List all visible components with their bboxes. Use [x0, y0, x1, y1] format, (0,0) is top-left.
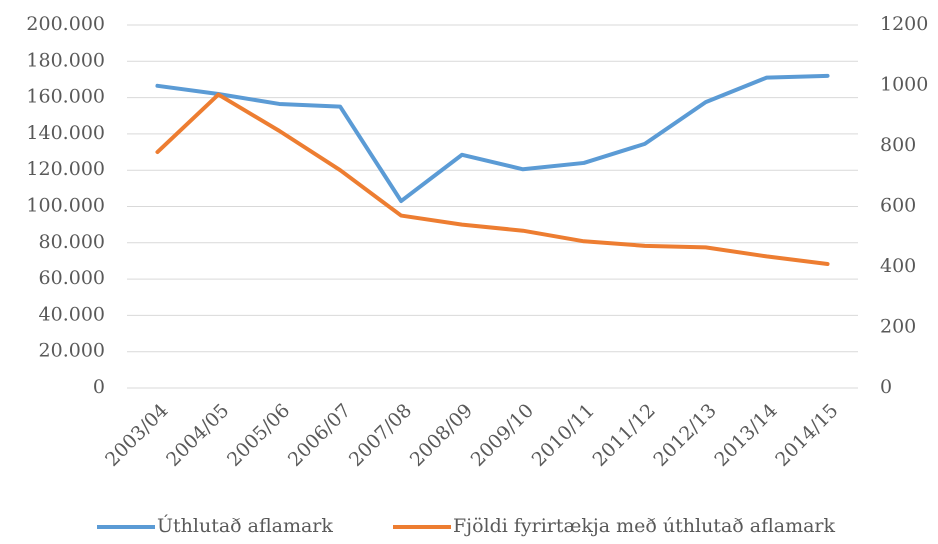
y-tick-label: 180.000	[26, 49, 105, 71]
x-tick-label: 2005/06	[223, 400, 294, 471]
y2-tick-label: 1000	[880, 74, 928, 96]
x-tick-label: 2006/07	[284, 400, 355, 471]
legend-label: Fjöldi fyrirtækja með úthlutað aflamark	[453, 515, 836, 537]
x-tick-label: 2014/15	[771, 400, 842, 471]
y-tick-label: 100.000	[26, 195, 105, 217]
y-tick-label: 200.000	[26, 13, 105, 35]
series-line	[155, 92, 830, 266]
y2-tick-label: 200	[880, 316, 916, 338]
y-tick-label: 140.000	[26, 122, 105, 144]
legend-label: Úthlutað aflamark	[157, 514, 333, 537]
y2-tick-label: 1200	[880, 13, 928, 35]
y-tick-label: 20.000	[39, 340, 105, 362]
y-tick-label: 40.000	[39, 303, 105, 325]
y-tick-label: 160.000	[26, 86, 105, 108]
y-tick-label: 80.000	[39, 231, 105, 253]
x-tick-label: 2013/14	[710, 400, 781, 471]
y2-tick-label: 600	[880, 195, 916, 217]
y2-tick-label: 0	[880, 376, 892, 398]
y2-tick-label: 400	[880, 255, 916, 277]
y-tick-label: 60.000	[39, 267, 105, 289]
x-tick-label: 2004/05	[162, 400, 233, 471]
y-tick-label: 120.000	[26, 158, 105, 180]
y2-tick-label: 800	[880, 134, 916, 156]
x-tick-label: 2003/04	[101, 400, 172, 471]
x-tick-label: 2011/12	[588, 400, 659, 471]
x-tick-label: 2008/09	[406, 400, 477, 471]
x-tick-label: 2009/10	[467, 400, 538, 471]
x-tick-label: 2010/11	[528, 400, 599, 471]
series-line	[155, 73, 830, 204]
y-tick-label: 0	[93, 376, 105, 398]
x-tick-label: 2007/08	[345, 400, 416, 471]
x-tick-label: 2012/13	[649, 400, 720, 471]
